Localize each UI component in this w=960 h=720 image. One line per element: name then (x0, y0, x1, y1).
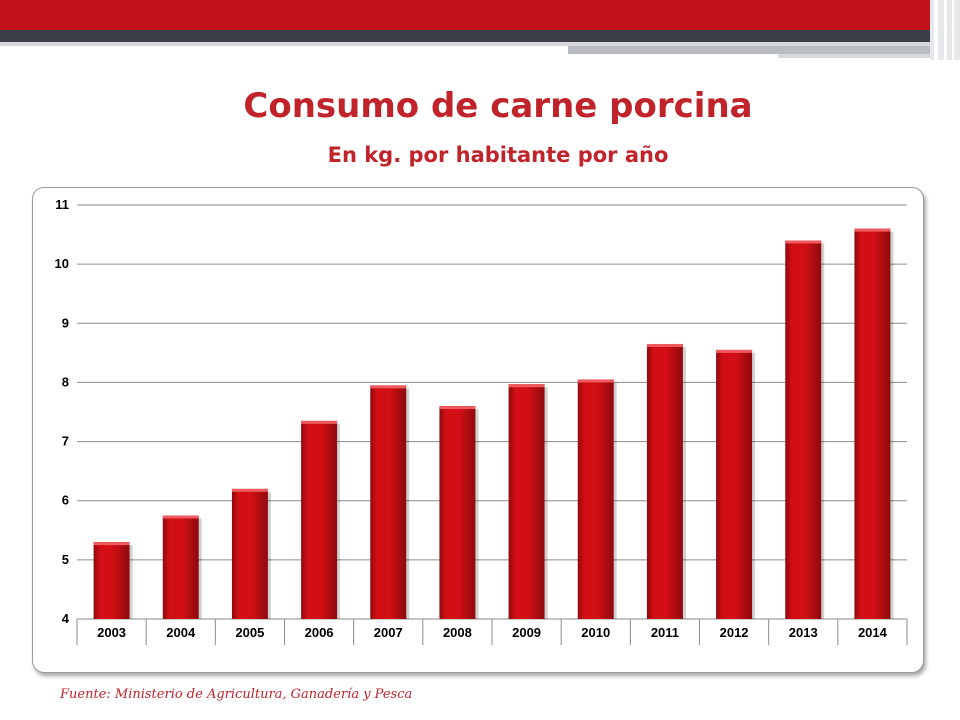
y-axis-tick-labels: 4 5 6 7 8 9 10 11 (55, 197, 70, 626)
bar-2004 (162, 515, 199, 619)
bar-2009 (508, 384, 545, 619)
x-tick-label: 2010 (581, 625, 610, 640)
bar-top-highlight (785, 240, 822, 244)
header-band (0, 0, 960, 60)
bar-top-highlight (93, 542, 130, 546)
bar-2008 (439, 406, 476, 619)
bar-top-highlight (716, 349, 753, 353)
bar-top-highlight (439, 406, 476, 410)
header-corner-line-3 (952, 0, 954, 60)
bar-top-highlight (508, 384, 545, 388)
x-tick-label: 2012 (720, 625, 749, 640)
x-tick-label: 2005 (235, 625, 264, 640)
bar-top-highlight (854, 228, 891, 232)
x-tick-label: 2014 (858, 625, 888, 640)
y-tick-label: 5 (62, 552, 69, 567)
bar-2006 (301, 420, 338, 619)
bar-top-highlight (162, 515, 199, 519)
y-tick-label: 7 (62, 434, 69, 449)
bar-2007 (370, 385, 407, 619)
header-accent-bar (568, 46, 940, 54)
x-tick-label: 2008 (443, 625, 472, 640)
bar-top-highlight (231, 488, 268, 492)
x-tick-label: 2011 (651, 625, 679, 640)
x-tick-label: 2013 (789, 625, 818, 640)
page-title: Consumo de carne porcina (243, 86, 753, 126)
bar-top-highlight (301, 420, 338, 424)
x-tick-label: 2009 (512, 625, 541, 640)
bar-2003 (93, 542, 130, 619)
bar-top-highlight (577, 379, 614, 383)
x-tick-label: 2004 (166, 625, 196, 640)
header-corner-line-2 (944, 0, 947, 60)
bar-top-highlight (370, 385, 407, 389)
y-tick-label: 4 (62, 611, 70, 626)
page-subtitle: En kg. por habitante por año (327, 143, 669, 167)
y-tick-label: 10 (55, 256, 69, 271)
x-tick-label: 2007 (374, 625, 403, 640)
bar-2005 (231, 488, 268, 619)
bar-2011 (646, 343, 683, 619)
bar-2012 (716, 349, 753, 619)
bar-2013 (785, 240, 822, 619)
y-tick-label: 9 (62, 315, 69, 330)
y-tick-label: 6 (62, 493, 69, 508)
y-tick-label: 8 (62, 374, 69, 389)
header-accent-bar-small (778, 54, 940, 58)
bar-2010 (577, 379, 614, 619)
bar-2014 (854, 228, 891, 619)
source-note: Fuente: Ministerio de Agricultura, Ganad… (60, 687, 413, 702)
header-light-stripe (0, 42, 960, 46)
category-separators (76, 619, 908, 645)
y-tick-label: 11 (55, 197, 69, 212)
header-red-stripe (0, 0, 960, 30)
x-tick-label: 2006 (305, 625, 334, 640)
header-dark-stripe (0, 30, 960, 42)
x-tick-label: 2003 (97, 625, 126, 640)
header-corner-line-1 (934, 0, 938, 60)
chart-bars (93, 228, 894, 619)
chart-gridlines (76, 204, 908, 645)
x-axis-tick-labels: 2003 2004 2005 2006 2007 2008 2009 2010 2011 2012… (97, 625, 888, 640)
bar-top-highlight (646, 343, 683, 347)
